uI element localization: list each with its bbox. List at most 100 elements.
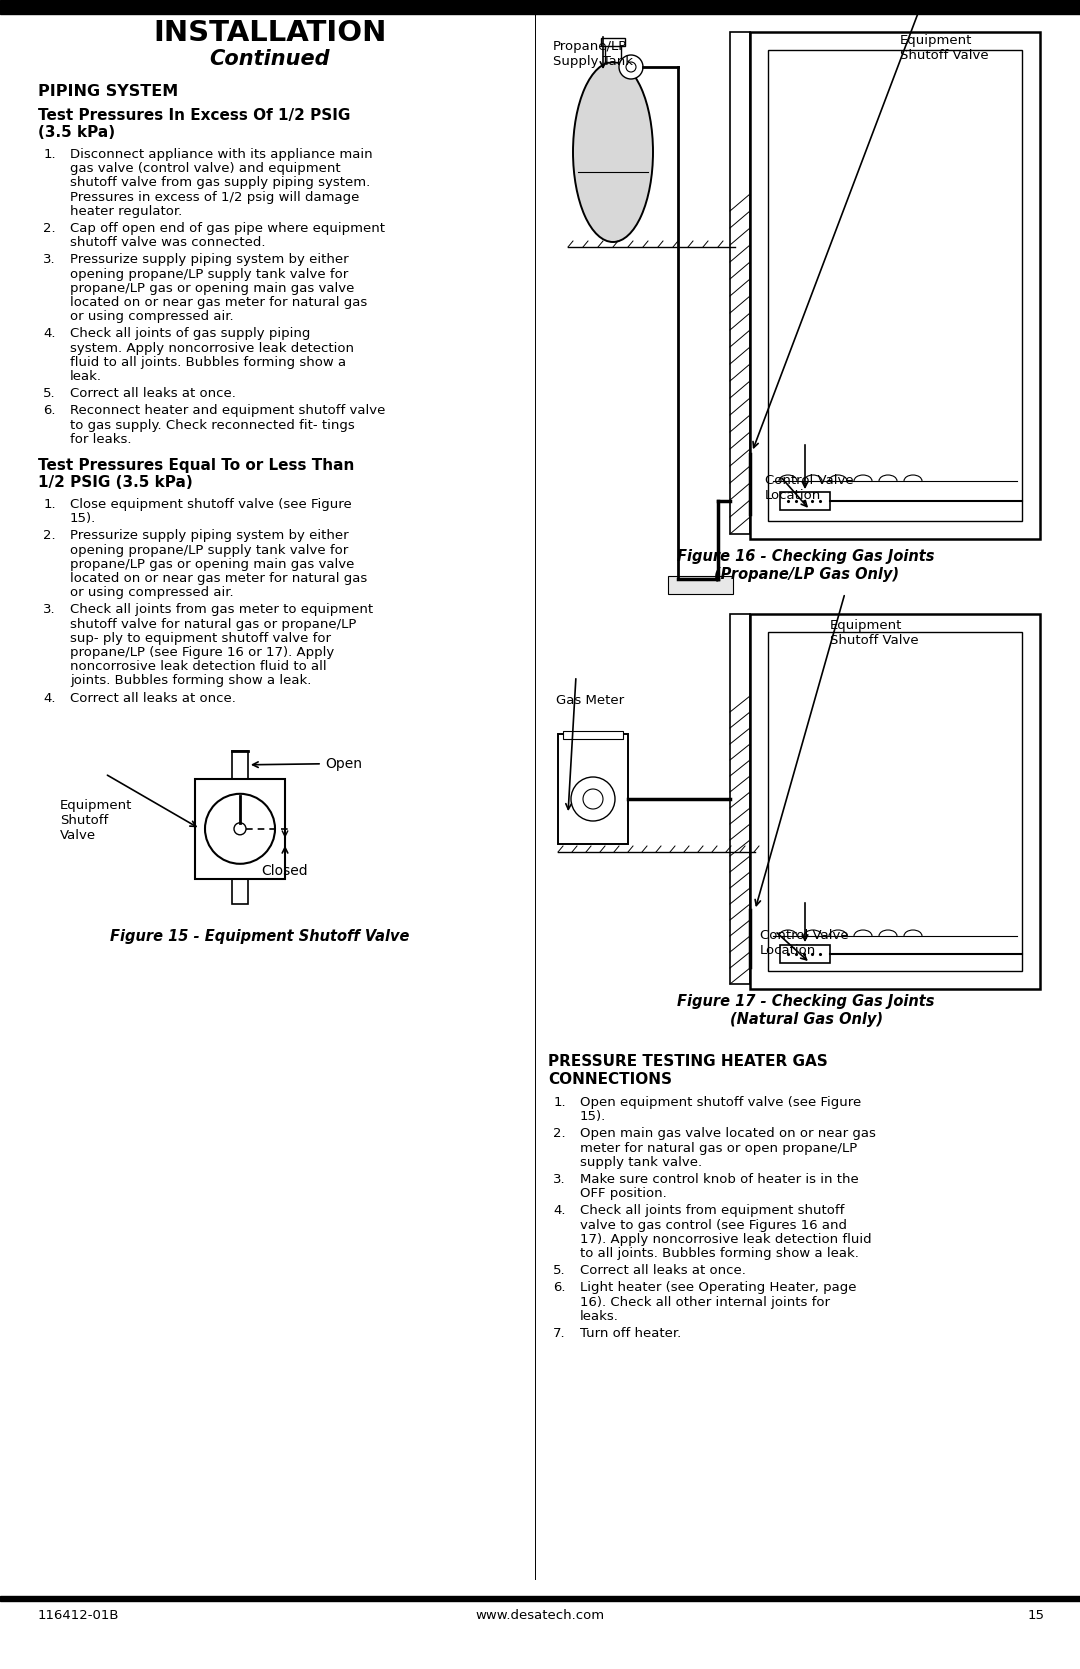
- Bar: [669, 576, 733, 594]
- Bar: [605, 43, 621, 62]
- Text: INSTALLATION: INSTALLATION: [153, 18, 387, 47]
- Text: 15: 15: [1028, 1609, 1045, 1622]
- Text: PRESSURE TESTING HEATER GAS: PRESSURE TESTING HEATER GAS: [548, 1055, 827, 1070]
- Text: supply tank valve.: supply tank valve.: [580, 1157, 702, 1168]
- Text: Reconnect heater and equipment shutoff valve: Reconnect heater and equipment shutoff v…: [70, 404, 386, 417]
- Text: fluid to all joints. Bubbles forming show a: fluid to all joints. Bubbles forming sho…: [70, 355, 346, 369]
- Text: 15).: 15).: [580, 1110, 606, 1123]
- Text: Check all joints from equipment shutoff: Check all joints from equipment shutoff: [580, 1205, 845, 1217]
- Text: to gas supply. Check reconnected fit- tings: to gas supply. Check reconnected fit- ti…: [70, 419, 354, 432]
- Text: Pressurize supply piping system by either: Pressurize supply piping system by eithe…: [70, 254, 349, 267]
- Text: Control Valve
Location: Control Valve Location: [760, 930, 849, 956]
- Text: located on or near gas meter for natural gas: located on or near gas meter for natural…: [70, 572, 367, 586]
- Text: Equipment
Shutoff Valve: Equipment Shutoff Valve: [900, 33, 988, 62]
- Text: Figure 16 - Checking Gas Joints: Figure 16 - Checking Gas Joints: [677, 549, 935, 564]
- Text: Light heater (see Operating Heater, page: Light heater (see Operating Heater, page: [580, 1282, 856, 1295]
- Text: (3.5 kPa): (3.5 kPa): [38, 125, 116, 140]
- Text: 4.: 4.: [43, 691, 56, 704]
- Text: 3.: 3.: [553, 1173, 566, 1187]
- Text: 1.: 1.: [43, 149, 56, 160]
- Text: OFF position.: OFF position.: [580, 1187, 666, 1200]
- Bar: [780, 945, 831, 963]
- Text: CONNECTIONS: CONNECTIONS: [548, 1071, 672, 1087]
- Bar: [563, 731, 623, 739]
- Text: PIPING SYSTEM: PIPING SYSTEM: [38, 83, 178, 98]
- Text: Check all joints of gas supply piping: Check all joints of gas supply piping: [70, 327, 310, 340]
- Text: shutoff valve was connected.: shutoff valve was connected.: [70, 237, 266, 249]
- Bar: [232, 751, 248, 779]
- Text: Figure 17 - Checking Gas Joints: Figure 17 - Checking Gas Joints: [677, 995, 935, 1010]
- Bar: [195, 779, 285, 880]
- Text: sup- ply to equipment shutoff valve for: sup- ply to equipment shutoff valve for: [70, 633, 330, 644]
- Circle shape: [619, 55, 643, 78]
- Text: 16). Check all other internal joints for: 16). Check all other internal joints for: [580, 1295, 831, 1308]
- Circle shape: [571, 778, 615, 821]
- Text: 5.: 5.: [43, 387, 56, 401]
- Text: noncorrosive leak detection fluid to all: noncorrosive leak detection fluid to all: [70, 661, 326, 673]
- Text: 2.: 2.: [553, 1127, 566, 1140]
- Text: 6.: 6.: [554, 1282, 566, 1295]
- Text: Open: Open: [325, 756, 362, 771]
- Text: system. Apply noncorrosive leak detection: system. Apply noncorrosive leak detectio…: [70, 342, 354, 354]
- Text: 2.: 2.: [43, 529, 56, 542]
- Text: Equipment
Shutoff
Valve: Equipment Shutoff Valve: [60, 799, 133, 841]
- Text: 3.: 3.: [43, 604, 56, 616]
- Bar: [558, 734, 627, 845]
- Text: Open main gas valve located on or near gas: Open main gas valve located on or near g…: [580, 1127, 876, 1140]
- Text: Close equipment shutoff valve (see Figure: Close equipment shutoff valve (see Figur…: [70, 497, 352, 511]
- Text: Closed: Closed: [261, 865, 308, 878]
- Text: 15).: 15).: [70, 512, 96, 526]
- Text: 2.: 2.: [43, 222, 56, 235]
- Text: propane/LP gas or opening main gas valve: propane/LP gas or opening main gas valve: [70, 557, 354, 571]
- Text: 1/2 PSIG (3.5 kPa): 1/2 PSIG (3.5 kPa): [38, 476, 192, 491]
- Text: to all joints. Bubbles forming show a leak.: to all joints. Bubbles forming show a le…: [580, 1247, 859, 1260]
- Text: (Natural Gas Only): (Natural Gas Only): [729, 1011, 882, 1026]
- Text: Turn off heater.: Turn off heater.: [580, 1327, 681, 1340]
- Text: shutoff valve for natural gas or propane/LP: shutoff valve for natural gas or propane…: [70, 618, 356, 631]
- Text: opening propane/LP supply tank valve for: opening propane/LP supply tank valve for: [70, 544, 348, 556]
- Bar: [730, 32, 750, 534]
- Bar: [0, 0, 1080, 13]
- Bar: [750, 614, 1040, 990]
- Text: Pressurize supply piping system by either: Pressurize supply piping system by eithe…: [70, 529, 349, 542]
- Text: Check all joints from gas meter to equipment: Check all joints from gas meter to equip…: [70, 604, 373, 616]
- Text: 3.: 3.: [43, 254, 56, 267]
- Text: for leaks.: for leaks.: [70, 432, 132, 446]
- Text: 6.: 6.: [43, 404, 56, 417]
- Text: www.desatech.com: www.desatech.com: [475, 1609, 605, 1622]
- Bar: [780, 492, 831, 511]
- Text: 1.: 1.: [43, 497, 56, 511]
- Text: Correct all leaks at once.: Correct all leaks at once.: [70, 691, 235, 704]
- Bar: [768, 633, 1022, 971]
- Text: joints. Bubbles forming show a leak.: joints. Bubbles forming show a leak.: [70, 674, 311, 688]
- Bar: [750, 32, 1040, 539]
- Circle shape: [583, 789, 603, 809]
- Bar: [0, 1596, 1080, 1601]
- Text: Correct all leaks at once.: Correct all leaks at once.: [580, 1263, 746, 1277]
- Text: gas valve (control valve) and equipment: gas valve (control valve) and equipment: [70, 162, 340, 175]
- Text: Equipment
Shutoff Valve: Equipment Shutoff Valve: [831, 619, 919, 648]
- Ellipse shape: [573, 62, 653, 242]
- Text: (Propane/LP Gas Only): (Propane/LP Gas Only): [714, 567, 899, 582]
- Text: Gas Meter: Gas Meter: [556, 694, 624, 708]
- Text: valve to gas control (see Figures 16 and: valve to gas control (see Figures 16 and: [580, 1218, 847, 1232]
- Text: leaks.: leaks.: [580, 1310, 619, 1324]
- Bar: [768, 50, 1022, 521]
- Text: or using compressed air.: or using compressed air.: [70, 586, 233, 599]
- Text: Pressures in excess of 1/2 psig will damage: Pressures in excess of 1/2 psig will dam…: [70, 190, 360, 204]
- Text: 4.: 4.: [43, 327, 56, 340]
- Text: 7.: 7.: [553, 1327, 566, 1340]
- Text: Correct all leaks at once.: Correct all leaks at once.: [70, 387, 235, 401]
- Bar: [600, 38, 625, 47]
- Text: Test Pressures In Excess Of 1/2 PSIG: Test Pressures In Excess Of 1/2 PSIG: [38, 108, 350, 124]
- Text: 116412-01B: 116412-01B: [38, 1609, 120, 1622]
- Text: opening propane/LP supply tank valve for: opening propane/LP supply tank valve for: [70, 267, 348, 280]
- Text: shutoff valve from gas supply piping system.: shutoff valve from gas supply piping sys…: [70, 177, 370, 189]
- Text: Make sure control knob of heater is in the: Make sure control knob of heater is in t…: [580, 1173, 859, 1187]
- Text: 5.: 5.: [553, 1263, 566, 1277]
- Text: heater regulator.: heater regulator.: [70, 205, 183, 217]
- Text: propane/LP gas or opening main gas valve: propane/LP gas or opening main gas valve: [70, 282, 354, 295]
- Circle shape: [626, 62, 636, 72]
- Text: Open equipment shutoff valve (see Figure: Open equipment shutoff valve (see Figure: [580, 1097, 861, 1108]
- Text: Cap off open end of gas pipe where equipment: Cap off open end of gas pipe where equip…: [70, 222, 384, 235]
